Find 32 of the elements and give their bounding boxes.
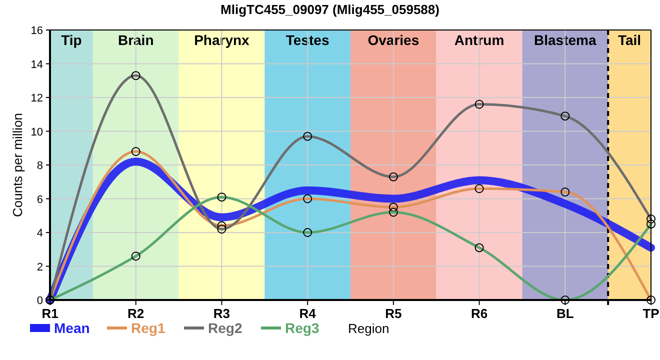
band-label: Ovaries bbox=[368, 32, 420, 48]
y-tick-label: 10 bbox=[30, 126, 43, 138]
chart-title: MligTC455_09097 (Mlig455_059588) bbox=[220, 2, 440, 17]
x-axis-title: Region bbox=[348, 321, 390, 336]
band-label: Brain bbox=[118, 32, 154, 48]
x-tick-label: TP bbox=[642, 306, 660, 321]
y-tick-label: 12 bbox=[30, 92, 43, 104]
x-tick-label: R3 bbox=[213, 306, 230, 321]
x-tick-label: BL bbox=[556, 306, 574, 321]
x-tick-label: R6 bbox=[470, 306, 488, 321]
legend-label: Reg2 bbox=[208, 320, 242, 336]
y-tick-label: 2 bbox=[36, 261, 43, 274]
y-tick-label: 8 bbox=[36, 160, 43, 172]
y-tick-label: 4 bbox=[36, 228, 43, 240]
x-tick-label: R5 bbox=[385, 306, 402, 321]
band-label: Tip bbox=[61, 32, 82, 48]
band-label: Tail bbox=[618, 32, 642, 48]
y-axis-title: Counts per million bbox=[10, 112, 25, 218]
band-label: Pharynx bbox=[194, 32, 250, 48]
y-tick-label: 16 bbox=[30, 25, 43, 37]
band-label: Blastema bbox=[534, 32, 596, 48]
legend-label: Reg3 bbox=[285, 320, 320, 336]
y-tick-label: 0 bbox=[36, 295, 43, 307]
legend-label: Mean bbox=[54, 320, 90, 336]
y-tick-label: 14 bbox=[30, 58, 43, 71]
legend-label: Reg1 bbox=[131, 320, 166, 336]
band-label: Antrum bbox=[454, 32, 504, 48]
x-tick-label: R1 bbox=[42, 306, 58, 321]
y-tick-label: 6 bbox=[36, 194, 43, 206]
x-tick-label: R2 bbox=[128, 306, 144, 321]
x-tick-label: R4 bbox=[299, 306, 317, 321]
band-label: Testes bbox=[286, 32, 330, 48]
